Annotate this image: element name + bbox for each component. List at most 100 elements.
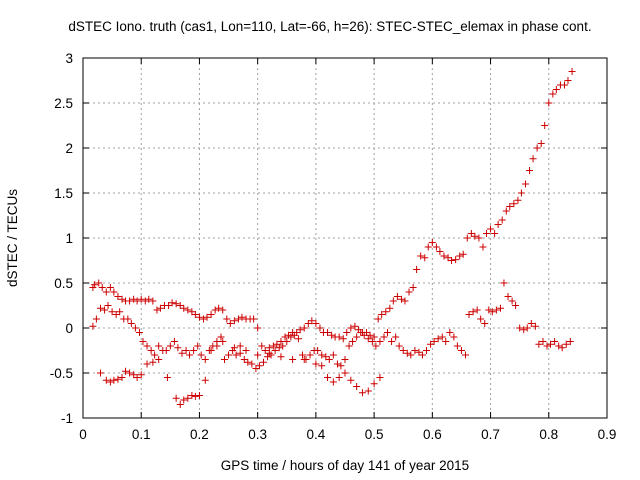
data-point bbox=[163, 374, 171, 381]
data-point bbox=[329, 351, 337, 359]
data-point bbox=[353, 383, 361, 390]
data-point bbox=[277, 353, 285, 361]
data-point bbox=[523, 324, 531, 332]
data-point bbox=[531, 322, 539, 330]
data-point bbox=[98, 284, 106, 291]
data-point bbox=[413, 266, 421, 273]
data-point bbox=[294, 335, 302, 343]
data-point bbox=[368, 338, 376, 345]
data-point bbox=[130, 295, 138, 303]
y-tick-label: 3 bbox=[65, 51, 73, 66]
data-point bbox=[496, 304, 504, 312]
data-point bbox=[155, 342, 163, 350]
data-point bbox=[174, 344, 182, 352]
data-point bbox=[234, 315, 242, 323]
data-point bbox=[219, 306, 227, 314]
data-point bbox=[341, 369, 349, 377]
data-point bbox=[393, 293, 401, 300]
data-point bbox=[526, 167, 534, 174]
data-point bbox=[516, 324, 524, 332]
data-point bbox=[230, 317, 238, 325]
data-point bbox=[254, 324, 262, 332]
data-point bbox=[552, 86, 560, 93]
data-point bbox=[195, 392, 203, 399]
data-point bbox=[220, 356, 228, 363]
data-point bbox=[353, 333, 361, 341]
y-tick-label: 0.5 bbox=[54, 276, 73, 291]
data-point bbox=[176, 401, 184, 408]
data-point bbox=[345, 342, 353, 350]
data-point bbox=[417, 252, 425, 260]
data-point bbox=[137, 371, 145, 379]
data-point bbox=[143, 342, 151, 350]
data-point bbox=[188, 392, 196, 399]
data-point bbox=[127, 320, 135, 327]
data-point bbox=[141, 297, 149, 305]
data-point bbox=[551, 338, 559, 345]
data-point bbox=[238, 313, 246, 321]
data-point bbox=[558, 344, 566, 352]
data-point bbox=[364, 335, 372, 343]
data-point bbox=[434, 335, 442, 343]
data-point bbox=[265, 349, 273, 357]
data-point bbox=[258, 342, 266, 350]
data-point bbox=[232, 351, 240, 359]
data-point bbox=[405, 288, 413, 296]
data-point bbox=[376, 374, 384, 381]
data-point bbox=[118, 295, 126, 303]
data-point bbox=[446, 329, 454, 336]
data-point bbox=[510, 200, 518, 208]
data-point bbox=[236, 342, 244, 350]
data-point bbox=[436, 248, 444, 255]
x-tick-label: 0.7 bbox=[481, 427, 500, 442]
data-point bbox=[492, 306, 500, 314]
data-point bbox=[300, 324, 308, 332]
data-point bbox=[289, 356, 297, 363]
data-point bbox=[259, 358, 267, 366]
data-point bbox=[527, 320, 535, 327]
data-point bbox=[184, 306, 192, 314]
data-point bbox=[423, 347, 431, 354]
data-point bbox=[335, 333, 343, 341]
data-point bbox=[452, 256, 460, 264]
data-point bbox=[273, 340, 281, 348]
data-point bbox=[475, 234, 483, 242]
data-point bbox=[182, 347, 190, 354]
data-point bbox=[92, 315, 100, 323]
data-point bbox=[325, 356, 333, 363]
data-point bbox=[114, 293, 122, 300]
data-point bbox=[343, 329, 351, 336]
data-point bbox=[508, 297, 516, 305]
data-point bbox=[200, 315, 208, 323]
x-tick-label: 0.3 bbox=[248, 427, 267, 442]
data-point bbox=[409, 284, 417, 291]
data-point bbox=[372, 342, 380, 350]
data-point bbox=[335, 374, 343, 381]
data-point bbox=[517, 189, 525, 197]
data-point bbox=[254, 351, 262, 359]
data-point bbox=[261, 347, 269, 354]
data-point bbox=[500, 279, 508, 287]
data-point bbox=[275, 344, 283, 352]
x-tick-label: 0.8 bbox=[539, 427, 558, 442]
data-point bbox=[333, 360, 341, 368]
data-point bbox=[279, 342, 287, 350]
y-tick-label: 2 bbox=[65, 141, 73, 156]
data-point bbox=[418, 351, 426, 359]
data-point bbox=[104, 302, 112, 309]
data-point bbox=[250, 315, 258, 323]
data-point bbox=[147, 347, 155, 354]
data-point bbox=[236, 349, 244, 357]
y-tick-label: 1 bbox=[65, 231, 73, 246]
chart-title: dSTEC Iono. truth (cas1, Lon=110, Lat=-6… bbox=[68, 19, 591, 34]
data-point bbox=[407, 351, 415, 359]
data-point bbox=[376, 338, 384, 345]
data-point bbox=[191, 392, 199, 400]
data-point bbox=[481, 320, 489, 327]
data-point bbox=[118, 374, 126, 381]
data-point bbox=[184, 394, 192, 402]
x-tick-label: 0.5 bbox=[365, 427, 384, 442]
data-point bbox=[151, 351, 159, 359]
data-point bbox=[502, 207, 510, 215]
data-point bbox=[465, 311, 473, 318]
